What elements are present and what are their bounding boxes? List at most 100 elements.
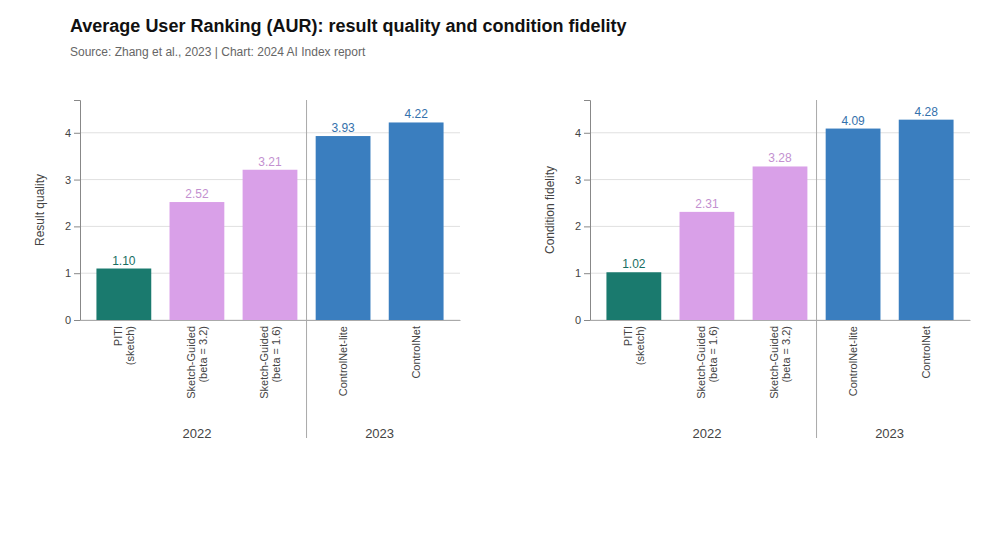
- y-tick-mark: [584, 226, 590, 227]
- x-tick-label-line: PITI: [622, 326, 634, 346]
- y-tick-mark: [584, 273, 590, 274]
- x-tick: ControlNet: [410, 320, 422, 379]
- y-tick: 4: [575, 127, 590, 139]
- y-tick-mark: [74, 180, 80, 181]
- x-tick-label: ControlNet: [410, 326, 422, 379]
- x-tick-label: PITI(sketch): [112, 326, 136, 365]
- x-tick-label-line: ControlNet: [920, 326, 932, 379]
- bars: [96, 122, 443, 320]
- x-tick: Sketch-Guided(beta = 1.6): [695, 320, 719, 399]
- x-tick-label-line: (beta = 3.2): [780, 326, 792, 383]
- panel: 0 1 2 3 4 PITI(sketch) Sketch-Guided(beta = 1.…: [543, 100, 971, 441]
- title: Average User Ranking (AUR): result quali…: [70, 16, 626, 36]
- bar: [316, 136, 371, 320]
- y-tick-mark: [74, 226, 80, 227]
- y-tick-label: 4: [575, 127, 581, 139]
- x-tick: Sketch-Guided(beta = 3.2): [185, 320, 209, 399]
- chart-root: Average User Ranking (AUR): result quali…: [0, 0, 1008, 536]
- panel: 01234PITI(sketch)Sketch-Guided(beta = 3.…: [33, 100, 461, 441]
- x-tick: PITI(sketch): [112, 320, 136, 365]
- y-tick: 3: [65, 174, 80, 186]
- data-label: 1.10: [112, 254, 136, 268]
- x-tick-label-line: (sketch): [124, 326, 136, 365]
- data-label: 2.31: [695, 197, 719, 211]
- y-tick-label: 2: [65, 220, 71, 232]
- group-label: 2022: [182, 426, 211, 441]
- bar: [753, 166, 808, 320]
- y-tick-mark: [74, 133, 80, 134]
- y-axis-line: [74, 101, 81, 321]
- x-tick-label-line: (beta = 3.2): [197, 326, 209, 383]
- x-axis: PITI(sketch)Sketch-Guided(beta = 1.6)Ske…: [591, 320, 971, 399]
- x-axis-line: [81, 320, 461, 321]
- y-tick-mark: [584, 180, 590, 181]
- bar: [680, 212, 735, 320]
- y-axis: 0 1 2 3 4: [65, 101, 81, 327]
- y-tick-label: 3: [65, 174, 71, 186]
- y-tick: 0: [65, 314, 80, 326]
- y-axis-title: Condition fidelity: [543, 166, 557, 254]
- x-tick-label: Sketch-Guided(beta = 1.6): [258, 326, 282, 399]
- x-tick-label-line: (sketch): [634, 326, 646, 365]
- bar: [606, 272, 661, 320]
- x-tick-label: ControlNet: [920, 326, 932, 379]
- y-tick-label: 1: [65, 267, 71, 279]
- data-label: 1.02: [622, 257, 646, 271]
- data-label: 4.09: [841, 114, 865, 128]
- y-tick: 2: [575, 220, 590, 232]
- group-label: 2023: [365, 426, 394, 441]
- y-tick-label: 0: [575, 314, 581, 326]
- y-tick-label: 4: [65, 127, 71, 139]
- x-tick-label-line: Sketch-Guided: [695, 326, 707, 399]
- y-tick-mark: [74, 320, 80, 321]
- x-tick-label-line: ControlNet-lite: [847, 326, 859, 396]
- y-tick-label: 0: [65, 314, 71, 326]
- y-tick-mark: [584, 133, 590, 134]
- bar: [389, 122, 444, 320]
- bars: [606, 120, 953, 320]
- y-tick-label: 1: [575, 267, 581, 279]
- y-tick: 1: [65, 267, 80, 279]
- x-tick-label: Sketch-Guided(beta = 3.2): [768, 326, 792, 399]
- bar: [826, 129, 881, 320]
- group-separator: [816, 100, 817, 438]
- y-axis-title: Result quality: [33, 174, 47, 246]
- bar: [170, 202, 225, 320]
- x-tick: Sketch-Guided(beta = 1.6): [258, 320, 282, 399]
- data-labels: 1.022.313.284.094.28: [622, 105, 938, 272]
- x-tick-label-line: ControlNet-lite: [337, 326, 349, 396]
- x-tick-label-line: PITI: [112, 326, 124, 346]
- x-tick-label-line: ControlNet: [410, 326, 422, 379]
- x-tick: Sketch-Guided(beta = 3.2): [768, 320, 792, 399]
- x-tick-label: Sketch-Guided(beta = 3.2): [185, 326, 209, 399]
- y-tick: 0: [575, 314, 590, 326]
- x-tick: PITI(sketch): [622, 320, 646, 365]
- x-tick: ControlNet-lite: [847, 320, 859, 396]
- data-label: 3.28: [768, 151, 792, 165]
- subtitle: Source: Zhang et al., 2023 | Chart: 2024…: [70, 45, 366, 59]
- x-tick: ControlNet-lite: [337, 320, 349, 396]
- x-tick-label-line: Sketch-Guided: [768, 326, 780, 399]
- bar: [243, 170, 298, 320]
- x-axis-line: [591, 320, 971, 321]
- y-tick: 3: [575, 174, 590, 186]
- data-label: 4.22: [404, 107, 428, 121]
- group-label: 2022: [692, 426, 721, 441]
- x-tick-label: ControlNet-lite: [847, 326, 859, 396]
- y-tick-label: 2: [575, 220, 581, 232]
- y-tick: 1: [575, 267, 590, 279]
- y-tick: 2: [65, 220, 80, 232]
- group-separator: [306, 100, 307, 438]
- x-tick-label: PITI(sketch): [622, 326, 646, 365]
- bar: [96, 269, 151, 320]
- data-label: 3.93: [331, 121, 355, 135]
- x-tick-label-line: (beta = 1.6): [270, 326, 282, 383]
- x-tick-label: Sketch-Guided(beta = 1.6): [695, 326, 719, 399]
- data-label: 3.21: [258, 155, 282, 169]
- x-tick-label-line: Sketch-Guided: [185, 326, 197, 399]
- x-tick: ControlNet: [920, 320, 932, 379]
- x-tick-label-line: Sketch-Guided: [258, 326, 270, 399]
- y-tick: 4: [65, 127, 80, 139]
- x-axis: PITI(sketch)Sketch-Guided(beta = 3.2)Ske…: [81, 320, 461, 399]
- group-label: 2023: [875, 426, 904, 441]
